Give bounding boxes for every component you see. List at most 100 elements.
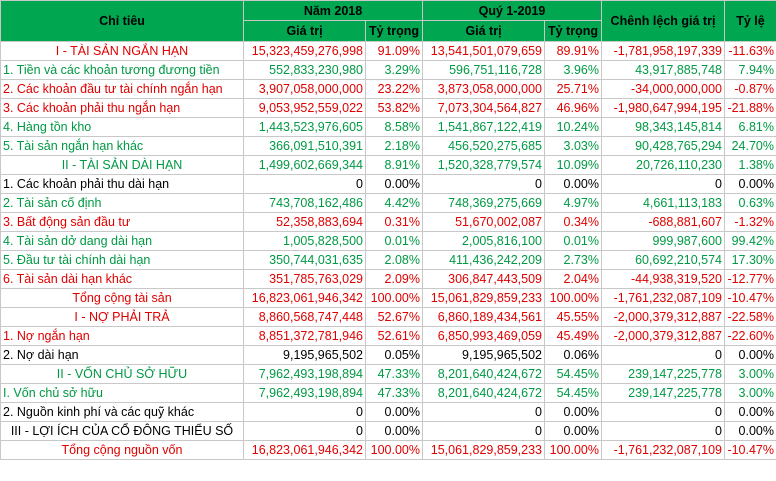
row-label: 1. Các khoản phải thu dài hạn bbox=[0, 174, 244, 194]
value-2018: 1,443,523,976,605 bbox=[243, 117, 366, 137]
share-q1-2019: 46.96% bbox=[544, 98, 602, 118]
share-2018: 100.00% bbox=[365, 440, 423, 460]
row-label: Tổng cộng tài sản bbox=[0, 288, 244, 308]
share-2018: 4.42% bbox=[365, 193, 423, 213]
table-row: 4. Hàng tồn kho 1,443,523,976,605 8.58% 1,5… bbox=[0, 117, 776, 137]
value-q1-2019: 7,073,304,564,827 bbox=[422, 98, 545, 118]
share-q1-2019: 0.06% bbox=[544, 345, 602, 365]
value-2018: 16,823,061,946,342 bbox=[243, 440, 366, 460]
value-2018: 351,785,763,029 bbox=[243, 269, 366, 289]
row-label: II - TÀI SẢN DÀI HẠN bbox=[0, 155, 244, 175]
value-q1-2019: 456,520,275,685 bbox=[422, 136, 545, 156]
table-row: 1. Nợ ngắn hạn 8,851,372,781,946 52.61% 6,8… bbox=[0, 326, 776, 346]
value-q1-2019: 1,520,328,779,574 bbox=[422, 155, 545, 175]
share-q1-2019: 0.00% bbox=[544, 421, 602, 441]
value-q1-2019: 748,369,275,669 bbox=[422, 193, 545, 213]
header-gia-tri-2018: Giá trị bbox=[243, 20, 366, 42]
table-row: 2. Các khoản đầu tư tài chính ngắn hạn 3,… bbox=[0, 79, 776, 99]
value-difference: 98,343,145,814 bbox=[601, 117, 725, 137]
share-q1-2019: 0.00% bbox=[544, 402, 602, 422]
value-difference: 239,147,225,778 bbox=[601, 364, 725, 384]
change-rate: -12.77% bbox=[724, 269, 776, 289]
table-row: III - LỢI ÍCH CỦA CỔ ĐÔNG THIỂU SỐ 0 0.00%… bbox=[0, 421, 776, 441]
change-rate: 0.00% bbox=[724, 345, 776, 365]
value-2018: 0 bbox=[243, 174, 366, 194]
share-q1-2019: 0.34% bbox=[544, 212, 602, 232]
value-difference: 43,917,885,748 bbox=[601, 60, 725, 80]
value-difference: 0 bbox=[601, 174, 725, 194]
value-difference: 239,147,225,778 bbox=[601, 383, 725, 403]
share-2018: 47.33% bbox=[365, 364, 423, 384]
table-row: I - NỢ PHẢI TRẢ 8,860,568,747,448 52.67% 6,… bbox=[0, 307, 776, 327]
value-difference: 60,692,210,574 bbox=[601, 250, 725, 270]
value-2018: 15,323,459,276,998 bbox=[243, 41, 366, 61]
table-row: 1. Tiền và các khoản tương đương tiền 552… bbox=[0, 60, 776, 80]
row-label: 6. Tài sản dài hạn khác bbox=[0, 269, 244, 289]
value-difference: 999,987,600 bbox=[601, 231, 725, 251]
row-label: I - TÀI SẢN NGẮN HẠN bbox=[0, 41, 244, 61]
value-2018: 3,907,058,000,000 bbox=[243, 79, 366, 99]
share-q1-2019: 3.03% bbox=[544, 136, 602, 156]
value-2018: 9,053,952,559,022 bbox=[243, 98, 366, 118]
value-difference: -1,761,232,087,109 bbox=[601, 440, 725, 460]
value-q1-2019: 13,541,501,079,659 bbox=[422, 41, 545, 61]
header-ty-le: Tỷ lệ bbox=[724, 0, 776, 42]
value-2018: 8,851,372,781,946 bbox=[243, 326, 366, 346]
row-label: 2. Nguồn kinh phí và các quỹ khác bbox=[0, 402, 244, 422]
value-2018: 743,708,162,486 bbox=[243, 193, 366, 213]
change-rate: -0.87% bbox=[724, 79, 776, 99]
header-quarter-1-2019: Quý 1-2019 bbox=[422, 0, 602, 21]
table-row: 5. Tài sản ngắn hạn khác 366,091,510,391 2… bbox=[0, 136, 776, 156]
share-q1-2019: 45.49% bbox=[544, 326, 602, 346]
share-q1-2019: 4.97% bbox=[544, 193, 602, 213]
share-2018: 0.31% bbox=[365, 212, 423, 232]
value-q1-2019: 0 bbox=[422, 402, 545, 422]
row-label: II - VỐN CHỦ SỞ HỮU bbox=[0, 364, 244, 384]
value-difference: -2,000,379,312,887 bbox=[601, 326, 725, 346]
share-2018: 0.01% bbox=[365, 231, 423, 251]
value-difference: 0 bbox=[601, 345, 725, 365]
share-2018: 91.09% bbox=[365, 41, 423, 61]
table-row: 2. Tài sản cố định 743,708,162,486 4.42% 74… bbox=[0, 193, 776, 213]
table-row: 6. Tài sản dài hạn khác 351,785,763,029 2.… bbox=[0, 269, 776, 289]
row-label: Tổng cộng nguồn vốn bbox=[0, 440, 244, 460]
share-2018: 2.09% bbox=[365, 269, 423, 289]
row-label: 1. Tiền và các khoản tương đương tiền bbox=[0, 60, 244, 80]
table-row: 3. Các khoản phải thu ngắn hạn 9,053,952,… bbox=[0, 98, 776, 118]
change-rate: 0.00% bbox=[724, 174, 776, 194]
change-rate: 6.81% bbox=[724, 117, 776, 137]
value-2018: 1,499,602,669,344 bbox=[243, 155, 366, 175]
change-rate: 99.42% bbox=[724, 231, 776, 251]
value-2018: 366,091,510,391 bbox=[243, 136, 366, 156]
share-2018: 8.58% bbox=[365, 117, 423, 137]
change-rate: -22.58% bbox=[724, 307, 776, 327]
share-2018: 8.91% bbox=[365, 155, 423, 175]
table-row: 3. Bất động sản đầu tư 52,358,883,694 0.31… bbox=[0, 212, 776, 232]
table-row: Tổng cộng nguồn vốn 16,823,061,946,342 100… bbox=[0, 440, 776, 460]
share-q1-2019: 89.91% bbox=[544, 41, 602, 61]
change-rate: -10.47% bbox=[724, 288, 776, 308]
change-rate: 0.63% bbox=[724, 193, 776, 213]
share-q1-2019: 25.71% bbox=[544, 79, 602, 99]
header-year-2018: Năm 2018 bbox=[243, 0, 423, 21]
table-row: I - TÀI SẢN NGẮN HẠN 15,323,459,276,998 91… bbox=[0, 41, 776, 61]
value-q1-2019: 8,201,640,424,672 bbox=[422, 383, 545, 403]
share-2018: 52.61% bbox=[365, 326, 423, 346]
row-label: I - NỢ PHẢI TRẢ bbox=[0, 307, 244, 327]
header-chi-tieu: Chỉ tiêu bbox=[0, 0, 244, 42]
share-2018: 23.22% bbox=[365, 79, 423, 99]
value-2018: 552,833,230,980 bbox=[243, 60, 366, 80]
change-rate: -10.47% bbox=[724, 440, 776, 460]
share-q1-2019: 3.96% bbox=[544, 60, 602, 80]
value-q1-2019: 596,751,116,728 bbox=[422, 60, 545, 80]
value-2018: 0 bbox=[243, 421, 366, 441]
value-q1-2019: 8,201,640,424,672 bbox=[422, 364, 545, 384]
value-difference: 20,726,110,230 bbox=[601, 155, 725, 175]
value-difference: -688,881,607 bbox=[601, 212, 725, 232]
value-q1-2019: 411,436,242,209 bbox=[422, 250, 545, 270]
share-q1-2019: 10.09% bbox=[544, 155, 602, 175]
change-rate: 3.00% bbox=[724, 364, 776, 384]
value-2018: 9,195,965,502 bbox=[243, 345, 366, 365]
change-rate: 3.00% bbox=[724, 383, 776, 403]
share-q1-2019: 2.73% bbox=[544, 250, 602, 270]
